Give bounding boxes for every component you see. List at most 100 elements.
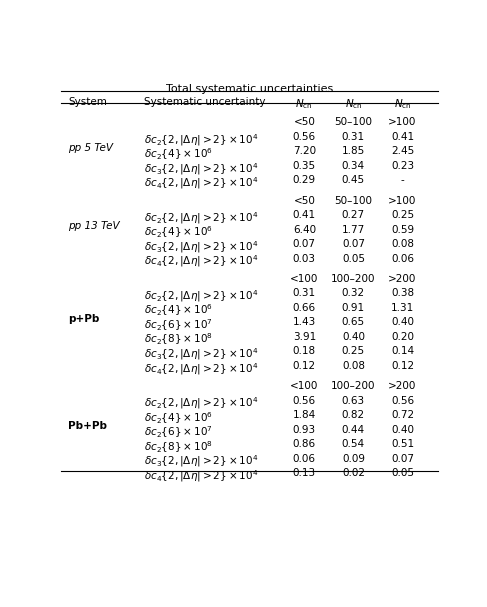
Text: $\delta c_2\{2, |\Delta\eta| > 2\} \times 10^4$: $\delta c_2\{2, |\Delta\eta| > 2\} \time…: [144, 288, 258, 304]
Text: 0.08: 0.08: [342, 361, 365, 371]
Text: Total systematic uncertainties: Total systematic uncertainties: [166, 84, 333, 93]
Text: $\delta c_2\{4\} \times 10^6$: $\delta c_2\{4\} \times 10^6$: [144, 225, 213, 240]
Text: 0.56: 0.56: [391, 396, 414, 405]
Text: pp 13 TeV: pp 13 TeV: [68, 221, 120, 231]
Text: <50: <50: [293, 195, 315, 206]
Text: $\delta c_2\{2, |\Delta\eta| > 2\} \times 10^4$: $\delta c_2\{2, |\Delta\eta| > 2\} \time…: [144, 132, 258, 148]
Text: $\delta c_4\{2, |\Delta\eta| > 2\} \times 10^4$: $\delta c_4\{2, |\Delta\eta| > 2\} \time…: [144, 254, 258, 270]
Text: 0.18: 0.18: [293, 346, 316, 356]
Text: 1.84: 1.84: [293, 410, 316, 420]
Text: Pb+Pb: Pb+Pb: [68, 421, 108, 431]
Text: 1.85: 1.85: [342, 146, 365, 157]
Text: $\delta c_2\{4\} \times 10^6$: $\delta c_2\{4\} \times 10^6$: [144, 303, 213, 319]
Text: 0.08: 0.08: [391, 239, 414, 249]
Text: System: System: [68, 97, 107, 107]
Text: 0.65: 0.65: [342, 317, 365, 327]
Text: 0.41: 0.41: [391, 132, 414, 142]
Text: 0.07: 0.07: [391, 453, 414, 464]
Text: 0.31: 0.31: [293, 288, 316, 298]
Text: 0.29: 0.29: [293, 175, 316, 185]
Text: 0.23: 0.23: [391, 161, 414, 171]
Text: 0.34: 0.34: [342, 161, 365, 171]
Text: 0.56: 0.56: [293, 132, 316, 142]
Text: 0.07: 0.07: [342, 239, 365, 249]
Text: 0.35: 0.35: [293, 161, 316, 171]
Text: >100: >100: [388, 195, 417, 206]
Text: 0.25: 0.25: [391, 210, 414, 220]
Text: 0.56: 0.56: [293, 396, 316, 405]
Text: 1.43: 1.43: [293, 317, 316, 327]
Text: $\delta c_3\{2, |\Delta\eta| > 2\} \times 10^4$: $\delta c_3\{2, |\Delta\eta| > 2\} \time…: [144, 161, 258, 177]
Text: $\delta c_4\{2, |\Delta\eta| > 2\} \times 10^4$: $\delta c_4\{2, |\Delta\eta| > 2\} \time…: [144, 468, 258, 484]
Text: $\delta c_2\{2, |\Delta\eta| > 2\} \times 10^4$: $\delta c_2\{2, |\Delta\eta| > 2\} \time…: [144, 210, 258, 226]
Text: 2.45: 2.45: [391, 146, 414, 157]
Text: >200: >200: [388, 381, 417, 391]
Text: 7.20: 7.20: [293, 146, 316, 157]
Text: 0.12: 0.12: [293, 361, 316, 371]
Text: $\delta c_3\{2, |\Delta\eta| > 2\} \times 10^4$: $\delta c_3\{2, |\Delta\eta| > 2\} \time…: [144, 239, 258, 255]
Text: -: -: [401, 175, 404, 185]
Text: 100–200: 100–200: [331, 381, 375, 391]
Text: <50: <50: [293, 117, 315, 127]
Text: $\delta c_2\{8\} \times 10^8$: $\delta c_2\{8\} \times 10^8$: [144, 332, 213, 347]
Text: 0.13: 0.13: [293, 468, 316, 478]
Text: <100: <100: [290, 274, 318, 284]
Text: 0.40: 0.40: [342, 332, 365, 342]
Text: 0.40: 0.40: [391, 424, 414, 435]
Text: 6.40: 6.40: [293, 225, 316, 234]
Text: 50–100: 50–100: [335, 195, 373, 206]
Text: $N_{\mathrm{ch}}$: $N_{\mathrm{ch}}$: [393, 97, 412, 111]
Text: 0.05: 0.05: [391, 468, 414, 478]
Text: $\delta c_2\{4\} \times 10^6$: $\delta c_2\{4\} \times 10^6$: [144, 410, 213, 426]
Text: 0.51: 0.51: [391, 439, 414, 449]
Text: 0.41: 0.41: [293, 210, 316, 220]
Text: 0.27: 0.27: [342, 210, 365, 220]
Text: 0.20: 0.20: [391, 332, 414, 342]
Text: 50–100: 50–100: [335, 117, 373, 127]
Text: $\delta c_2\{6\} \times 10^7$: $\delta c_2\{6\} \times 10^7$: [144, 317, 213, 333]
Text: 0.38: 0.38: [391, 288, 414, 298]
Text: >100: >100: [388, 117, 417, 127]
Text: >200: >200: [388, 274, 417, 284]
Text: 0.66: 0.66: [293, 303, 316, 313]
Text: Systematic uncertainty: Systematic uncertainty: [144, 97, 265, 107]
Text: 0.07: 0.07: [293, 239, 316, 249]
Text: 1.77: 1.77: [342, 225, 365, 234]
Text: $\delta c_2\{6\} \times 10^7$: $\delta c_2\{6\} \times 10^7$: [144, 424, 213, 440]
Text: 0.09: 0.09: [342, 453, 365, 464]
Text: 0.32: 0.32: [342, 288, 365, 298]
Text: 0.45: 0.45: [342, 175, 365, 185]
Text: 0.86: 0.86: [293, 439, 316, 449]
Text: 0.72: 0.72: [391, 410, 414, 420]
Text: 0.54: 0.54: [342, 439, 365, 449]
Text: 0.40: 0.40: [391, 317, 414, 327]
Text: $\delta c_4\{2, |\Delta\eta| > 2\} \times 10^4$: $\delta c_4\{2, |\Delta\eta| > 2\} \time…: [144, 175, 258, 191]
Text: $\delta c_2\{4\} \times 10^6$: $\delta c_2\{4\} \times 10^6$: [144, 146, 213, 162]
Text: 0.63: 0.63: [342, 396, 365, 405]
Text: 0.12: 0.12: [391, 361, 414, 371]
Text: 0.44: 0.44: [342, 424, 365, 435]
Text: 0.91: 0.91: [342, 303, 365, 313]
Text: 100–200: 100–200: [331, 274, 375, 284]
Text: 0.31: 0.31: [342, 132, 365, 142]
Text: 0.03: 0.03: [293, 254, 316, 263]
Text: 0.14: 0.14: [391, 346, 414, 356]
Text: 0.02: 0.02: [342, 468, 365, 478]
Text: 0.06: 0.06: [293, 453, 316, 464]
Text: 3.91: 3.91: [293, 332, 316, 342]
Text: $\delta c_3\{2, |\Delta\eta| > 2\} \times 10^4$: $\delta c_3\{2, |\Delta\eta| > 2\} \time…: [144, 346, 258, 362]
Text: $N_{\mathrm{ch}}$: $N_{\mathrm{ch}}$: [296, 97, 313, 111]
Text: $\delta c_3\{2, |\Delta\eta| > 2\} \times 10^4$: $\delta c_3\{2, |\Delta\eta| > 2\} \time…: [144, 453, 258, 469]
Text: 0.93: 0.93: [293, 424, 316, 435]
Text: $N_{\mathrm{ch}}$: $N_{\mathrm{ch}}$: [344, 97, 362, 111]
Text: p+Pb: p+Pb: [68, 314, 100, 324]
Text: 0.82: 0.82: [342, 410, 365, 420]
Text: 0.05: 0.05: [342, 254, 365, 263]
Text: 1.31: 1.31: [391, 303, 414, 313]
Text: 0.25: 0.25: [342, 346, 365, 356]
Text: $\delta c_2\{8\} \times 10^8$: $\delta c_2\{8\} \times 10^8$: [144, 439, 213, 455]
Text: 0.59: 0.59: [391, 225, 414, 234]
Text: 0.06: 0.06: [391, 254, 414, 263]
Text: $\delta c_2\{2, |\Delta\eta| > 2\} \times 10^4$: $\delta c_2\{2, |\Delta\eta| > 2\} \time…: [144, 396, 258, 412]
Text: <100: <100: [290, 381, 318, 391]
